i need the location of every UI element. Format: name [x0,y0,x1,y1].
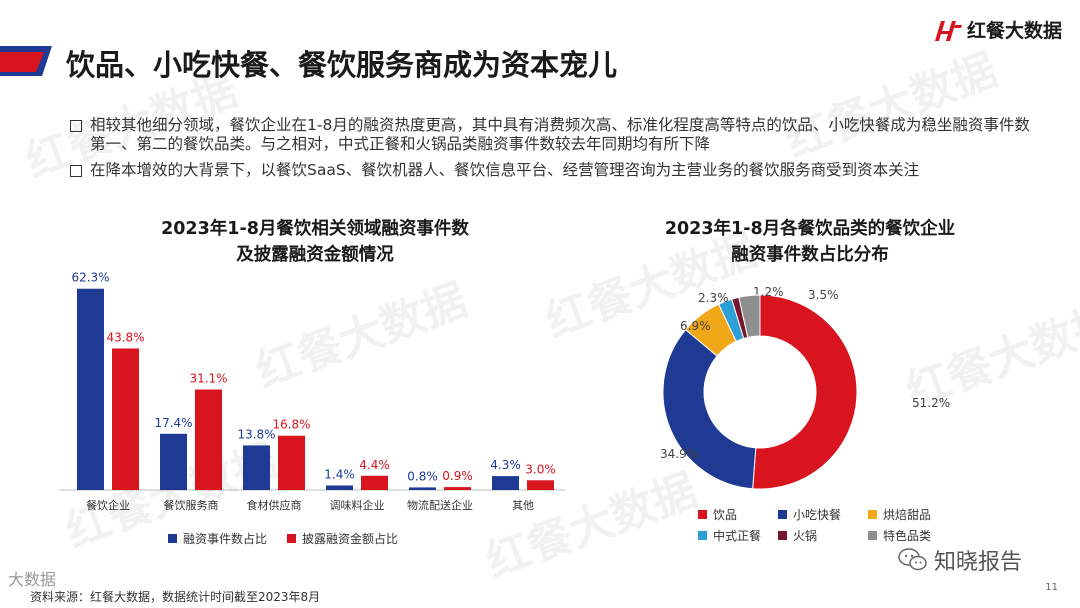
category-label: 餐饮企业 [86,498,130,512]
brand-logo-icon [934,20,962,41]
zhixiao-label: 知晓报告 [934,550,1023,575]
data-label: 31.1% [189,372,227,386]
bar-chart-title-line1: 2023年1-8月餐饮相关领域融资事件数 [161,219,469,239]
donut-slice [752,294,858,490]
category-label: 其他 [512,499,534,512]
category-label: 物流配送企业 [407,498,473,512]
slice-label: 2.3% [698,291,729,305]
bar [409,487,436,490]
legend-item-hotpot: 火锅 [778,527,868,544]
legend-item-drinks: 饮品 [698,506,778,523]
data-label: 43.8% [106,330,144,344]
legend-swatch-events [168,534,177,543]
pie-chart-title-line1: 2023年1-8月各餐饮品类的餐饮企业 [664,219,956,239]
legend-item-chinese: 中式正餐 [698,527,778,544]
bar [326,485,353,490]
data-label: 0.9% [442,469,473,483]
checkbox-square-icon [70,165,82,177]
category-label: 调味料企业 [330,498,385,512]
source-note: 资料来源：红餐大数据，数据统计时间截至2023年8月 [30,590,321,604]
slice-label: 51.2% [912,396,950,410]
bullet-item: 相较其他细分领域，餐饮企业在1-8月的融资热度更高，其中具有消费频次高、标准化程… [70,116,1030,154]
data-label: 17.4% [154,416,192,430]
data-label: 1.4% [324,467,355,481]
legend-swatch [778,531,787,540]
bar [361,475,388,490]
donut-chart-legend: 饮品 小吃快餐 烘焙甜品 中式正餐 火锅 特色品类 [698,506,948,544]
donut-chart: 51.2% 34.9% 6.9% 2.3% 1.2% 3.5% [660,285,950,490]
legend-item-snack: 小吃快餐 [778,506,868,523]
legend-label: 火锅 [793,529,818,543]
checkbox-square-icon [70,120,82,132]
legend-item-bakery: 烘焙甜品 [868,506,948,523]
bar [444,487,471,490]
wechat-icon [898,548,927,571]
donut-slice [738,294,761,338]
page-title: 饮品、小吃快餐、餐饮服务商成为资本宠儿 [66,48,618,82]
page-number: 11 [1045,582,1058,593]
bottom-brand-watermark: 大数据 [8,570,57,589]
bar [112,348,139,490]
bullet-item: 在降本增效的大背景下，以餐饮SaaS、餐饮机器人、餐饮信息平台、经营管理咨询为主… [70,161,1030,180]
bar [195,389,222,490]
data-label: 3.0% [525,462,556,476]
data-label: 0.8% [407,469,438,483]
legend-label: 饮品 [713,508,738,522]
legend-swatch [778,510,787,519]
data-label: 4.4% [359,458,390,472]
legend-label-events: 融资事件数占比 [183,532,268,546]
legend-item-special: 特色品类 [868,527,948,544]
bullet-list: 相较其他细分领域，餐饮企业在1-8月的融资热度更高，其中具有消费频次高、标准化程… [70,116,1030,187]
legend-label-amount: 披露融资金额占比 [302,532,399,546]
pie-chart-title: 2023年1-8月各餐饮品类的餐饮企业 融资事件数占比分布 [610,216,1010,268]
zhixiao-badge: 知晓报告 [898,544,1022,576]
slice-label: 1.2% [753,285,784,299]
bar [492,476,519,490]
legend-swatch-amount [287,534,297,543]
data-label: 62.3% [71,271,109,285]
header-accent-bar [0,46,52,76]
slice-label: 34.9% [660,447,698,461]
slice-label: 6.9% [680,319,711,333]
legend-item-events: 融资事件数占比 [168,530,267,547]
category-label: 食材供应商 [247,498,302,512]
data-label: 16.8% [272,418,310,432]
bar [278,435,305,490]
bar [243,445,270,490]
bar-chart-legend: 融资事件数占比 披露融资金额占比 [168,530,398,547]
legend-item-amount: 披露融资金额占比 [287,530,398,547]
legend-swatch [698,531,707,540]
bullet-text: 相较其他细分领域，餐饮企业在1-8月的融资热度更高，其中具有消费频次高、标准化程… [90,116,1030,153]
data-label: 4.3% [490,458,521,472]
bar [77,288,104,490]
bar-chart: 62.3% 43.8% 餐饮企业 17.4% 31.1% 餐饮服务商 13.8%16.8% 食… [60,271,565,512]
bar [527,480,554,490]
slice-label: 3.5% [808,288,839,302]
legend-label: 特色品类 [883,529,932,543]
bar [160,433,187,490]
bullet-text: 在降本增效的大背景下，以餐饮SaaS、餐饮机器人、餐饮信息平台、经营管理咨询为主… [90,161,920,179]
data-label: 13.8% [237,427,275,441]
brand-logo-text: 红餐大数据 [966,20,1062,42]
brand-logo: 红餐大数据 [933,16,1062,43]
legend-swatch [868,531,877,540]
legend-swatch [698,510,707,519]
pie-chart-title-line2: 融资事件数占比分布 [731,245,889,265]
legend-swatch [868,510,877,519]
category-label: 餐饮服务商 [164,498,219,512]
bar-chart-title-line2: 及披露融资金额情况 [236,245,394,265]
legend-label: 小吃快餐 [793,508,842,522]
bar-chart-title: 2023年1-8月餐饮相关领域融资事件数 及披露融资金额情况 [95,216,535,268]
donut-slice [662,328,757,490]
legend-label: 中式正餐 [713,529,762,543]
legend-label: 烘焙甜品 [883,508,932,522]
